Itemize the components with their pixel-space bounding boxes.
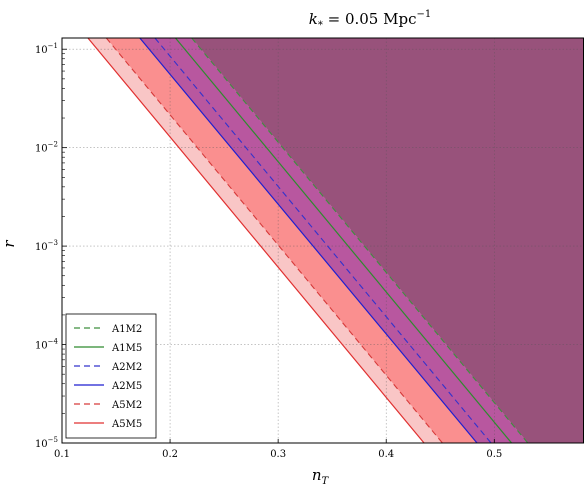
band-magenta xyxy=(139,38,528,443)
legend-label-a1m2: A1M2 xyxy=(111,324,142,335)
x-tick-label: 0.5 xyxy=(486,449,502,460)
y-tick-label: 10−2 xyxy=(35,141,58,155)
x-axis-ticks: 0.1 0.2 0.3 0.4 0.5 xyxy=(54,439,502,460)
series-line-a1m2 xyxy=(191,37,529,444)
band-light-pink xyxy=(87,38,443,443)
shaded-regions xyxy=(87,38,584,443)
y-tick-label: 10−4 xyxy=(35,338,59,352)
series-line-a1m5 xyxy=(175,37,513,444)
x-tick-label: 0.3 xyxy=(270,449,286,460)
y-axis-label: r xyxy=(0,240,18,248)
y-tick-label: 10−5 xyxy=(35,436,58,450)
x-tick-label: 0.2 xyxy=(162,449,178,460)
chart-title: k* = 0.05 Mpc−1 xyxy=(309,9,431,31)
legend-label-a2m2: A2M2 xyxy=(111,362,142,373)
y-axis-ticks: 10−5 10−4 10−3 10−2 10−1 xyxy=(35,42,67,450)
legend-label-a1m5: A1M5 xyxy=(111,343,142,354)
series-line-a5m2 xyxy=(105,37,443,444)
x-tick-label: 0.1 xyxy=(54,449,70,460)
series-lines xyxy=(87,37,529,444)
band-salmon xyxy=(106,38,478,443)
series-line-a5m5 xyxy=(87,37,425,444)
series-line-a2m2 xyxy=(154,37,492,444)
legend: A1M2 A1M5 A2M2 A2M5 A5M2 A5M5 xyxy=(65,313,157,439)
legend-label-a5m2: A5M2 xyxy=(111,400,142,411)
x-axis-label: nT xyxy=(312,466,330,485)
series-line-a2m5 xyxy=(139,37,478,444)
y-tick-label: 10−3 xyxy=(35,239,58,253)
legend-box xyxy=(65,313,157,439)
region-excluded xyxy=(191,38,584,443)
y-tick-label: 10−1 xyxy=(35,42,58,56)
legend-label-a2m5: A2M5 xyxy=(111,381,142,392)
legend-label-a5m5: A5M5 xyxy=(111,419,142,430)
x-tick-label: 0.4 xyxy=(378,449,394,460)
